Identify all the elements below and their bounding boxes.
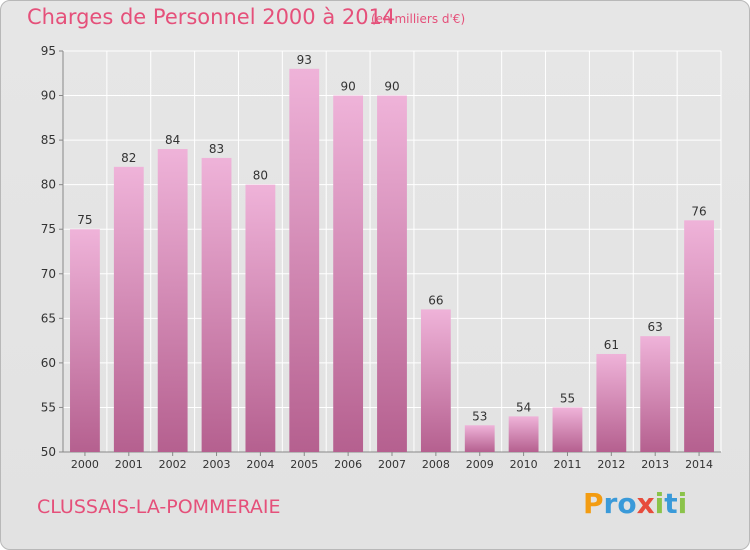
- y-tick-label: 50: [41, 445, 56, 459]
- bar: [113, 166, 144, 452]
- bars: [70, 68, 714, 453]
- x-tick-label: 2013: [641, 458, 669, 471]
- data-label: 83: [209, 142, 224, 156]
- y-tick-label: 55: [41, 400, 56, 414]
- logo-letter: r: [603, 487, 618, 520]
- y-tick-label: 70: [41, 267, 56, 281]
- y-tick-label: 90: [41, 89, 56, 103]
- proxiti-logo: Proxiti: [583, 487, 687, 520]
- y-tick-label: 65: [41, 311, 56, 325]
- logo-letter: P: [583, 487, 604, 520]
- bar: [464, 425, 495, 452]
- data-label: 90: [384, 80, 399, 94]
- bar: [245, 184, 276, 452]
- x-tick-label: 2010: [510, 458, 538, 471]
- bar: [420, 309, 451, 452]
- x-tick-label: 2007: [378, 458, 406, 471]
- bar: [157, 149, 188, 452]
- data-label: 55: [560, 391, 575, 405]
- bar: [552, 407, 583, 452]
- data-label: 76: [691, 204, 706, 218]
- x-tick-label: 2012: [597, 458, 625, 471]
- x-tick-label: 2011: [553, 458, 581, 471]
- chart-title: Charges de Personnel 2000 à 2014: [27, 5, 396, 29]
- bar: [684, 220, 714, 452]
- data-label: 54: [516, 400, 531, 414]
- x-tick-label: 2008: [422, 458, 450, 471]
- axes: 50 55 60 65 70 75 80 85 90 95 2000 2001 2002 2003 2004…: [41, 44, 721, 471]
- x-tick-label: 2000: [71, 458, 99, 471]
- x-tick-label: 2002: [159, 458, 187, 471]
- bar: [508, 416, 539, 452]
- data-label: 84: [165, 133, 180, 147]
- data-label: 93: [297, 53, 312, 67]
- y-tick-label: 75: [41, 222, 56, 236]
- x-tick-label: 2003: [203, 458, 231, 471]
- x-tick-label: 2009: [466, 458, 494, 471]
- logo-letter: i: [677, 487, 688, 520]
- y-tick-label: 95: [41, 44, 56, 58]
- y-tick-label: 80: [41, 178, 56, 192]
- chart-subtitle: (en milliers d'€): [371, 12, 466, 26]
- bar: [377, 95, 407, 453]
- x-tick-label: 2006: [334, 458, 362, 471]
- logo-letter: t: [664, 487, 678, 520]
- data-label: 90: [340, 80, 355, 94]
- data-label: 66: [428, 293, 443, 307]
- data-label: 80: [253, 169, 268, 183]
- data-label: 53: [472, 409, 487, 423]
- bar: [640, 336, 671, 452]
- data-labels: 75 82 84 83 80 93 90 90 66 53 54 55 61 63 76: [77, 53, 706, 423]
- data-label: 82: [121, 151, 136, 165]
- data-label: 75: [77, 213, 92, 227]
- y-tick-label: 60: [41, 356, 56, 370]
- x-tick-label: 2014: [685, 458, 713, 471]
- bar: [289, 68, 320, 453]
- bar: [201, 157, 232, 452]
- data-label: 63: [648, 320, 663, 334]
- bar: [333, 95, 364, 453]
- logo-letter: x: [636, 487, 655, 520]
- data-label: 61: [604, 338, 619, 352]
- x-tick-label: 2005: [290, 458, 318, 471]
- x-tick-label: 2004: [246, 458, 274, 471]
- logo-letter: i: [654, 487, 665, 520]
- bar: [596, 353, 627, 452]
- town-name: CLUSSAIS-LA-POMMERAIE: [37, 496, 281, 518]
- logo-letter: o: [617, 487, 637, 520]
- bar: [70, 229, 100, 452]
- y-tick-label: 85: [41, 133, 56, 147]
- x-tick-label: 2001: [115, 458, 143, 471]
